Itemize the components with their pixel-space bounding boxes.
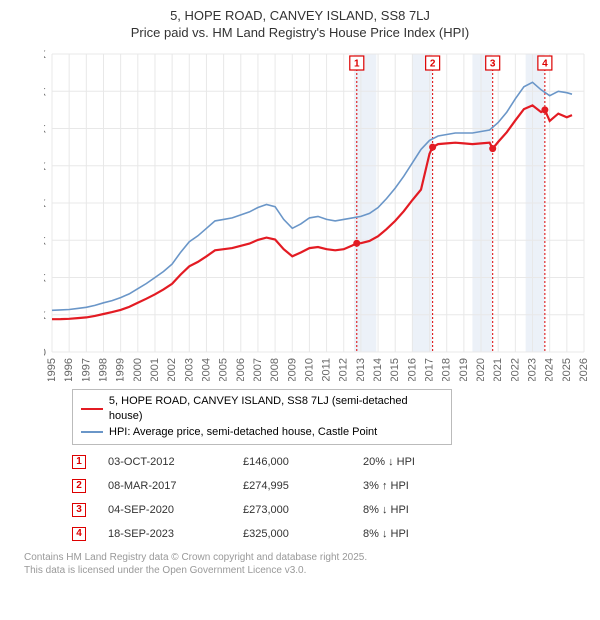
svg-text:2013: 2013: [355, 358, 367, 381]
svg-text:2017: 2017: [424, 358, 436, 381]
legend-swatch-price: [81, 408, 103, 410]
transaction-price: £325,000: [243, 528, 363, 540]
svg-text:£100K: £100K: [44, 272, 47, 284]
transaction-diff: 8% ↓ HPI: [363, 504, 409, 516]
svg-text:2022: 2022: [509, 358, 521, 381]
svg-text:1997: 1997: [80, 358, 92, 381]
legend-label-hpi: HPI: Average price, semi-detached house,…: [109, 425, 377, 440]
transaction-date: 08-MAR-2017: [108, 480, 243, 492]
legend: 5, HOPE ROAD, CANVEY ISLAND, SS8 7LJ (se…: [72, 389, 452, 445]
svg-text:2019: 2019: [458, 358, 470, 381]
transaction-row: 4 18-SEP-2023£325,0008% ↓ HPI: [72, 527, 588, 541]
svg-text:2007: 2007: [252, 358, 264, 381]
transaction-diff: 20% ↓ HPI: [363, 456, 415, 468]
svg-text:2025: 2025: [561, 358, 573, 381]
svg-text:£250K: £250K: [44, 161, 47, 173]
svg-text:1996: 1996: [63, 358, 75, 381]
title-line-2: Price paid vs. HM Land Registry's House …: [131, 25, 469, 40]
svg-text:2010: 2010: [303, 358, 315, 381]
svg-text:2014: 2014: [372, 358, 384, 381]
transaction-price: £273,000: [243, 504, 363, 516]
transaction-price: £146,000: [243, 456, 363, 468]
transaction-date: 18-SEP-2023: [108, 528, 243, 540]
svg-text:2000: 2000: [132, 358, 144, 381]
footer-line-1: Contains HM Land Registry data © Crown c…: [24, 552, 367, 563]
transaction-row: 3 04-SEP-2020£273,0008% ↓ HPI: [72, 503, 588, 517]
svg-text:£200K: £200K: [44, 198, 47, 210]
svg-text:2008: 2008: [269, 358, 281, 381]
svg-text:£0: £0: [44, 347, 46, 359]
transaction-marker: 2: [72, 479, 86, 493]
transaction-marker: 4: [72, 527, 86, 541]
svg-text:2001: 2001: [149, 358, 161, 381]
svg-text:£350K: £350K: [44, 86, 47, 98]
svg-text:£50K: £50K: [44, 310, 47, 322]
transaction-marker: 1: [72, 455, 86, 469]
transaction-price: £274,995: [243, 480, 363, 492]
svg-text:£400K: £400K: [44, 49, 47, 61]
svg-text:4: 4: [542, 58, 548, 69]
svg-text:2004: 2004: [200, 358, 212, 381]
svg-text:2009: 2009: [286, 358, 298, 381]
svg-text:1999: 1999: [115, 358, 127, 381]
legend-row-price: 5, HOPE ROAD, CANVEY ISLAND, SS8 7LJ (se…: [81, 394, 443, 425]
svg-text:1: 1: [354, 58, 360, 69]
svg-text:2006: 2006: [235, 358, 247, 381]
svg-text:2003: 2003: [183, 358, 195, 381]
svg-text:2002: 2002: [166, 358, 178, 381]
footer-line-2: This data is licensed under the Open Gov…: [24, 565, 306, 576]
svg-text:2023: 2023: [527, 358, 539, 381]
transaction-date: 03-OCT-2012: [108, 456, 243, 468]
transaction-row: 2 08-MAR-2017£274,9953% ↑ HPI: [72, 479, 588, 493]
svg-text:£150K: £150K: [44, 235, 47, 247]
chart-container: 5, HOPE ROAD, CANVEY ISLAND, SS8 7LJ Pri…: [0, 0, 600, 581]
footer: Contains HM Land Registry data © Crown c…: [24, 551, 588, 577]
svg-text:2016: 2016: [406, 358, 418, 381]
svg-text:3: 3: [490, 58, 496, 69]
svg-text:£300K: £300K: [44, 123, 47, 135]
svg-text:2: 2: [430, 58, 436, 69]
chart-area: £0 £50K £100K £150K £200K £250K £300K £350K £400…: [44, 46, 580, 381]
svg-text:2015: 2015: [389, 358, 401, 381]
transaction-diff: 3% ↑ HPI: [363, 480, 409, 492]
svg-text:2005: 2005: [218, 358, 230, 381]
svg-text:2012: 2012: [338, 358, 350, 381]
svg-text:1995: 1995: [46, 358, 58, 381]
transaction-date: 04-SEP-2020: [108, 504, 243, 516]
svg-text:2011: 2011: [321, 358, 333, 381]
svg-text:2020: 2020: [475, 358, 487, 381]
svg-text:2024: 2024: [544, 358, 556, 381]
legend-row-hpi: HPI: Average price, semi-detached house,…: [81, 425, 443, 440]
transaction-diff: 8% ↓ HPI: [363, 528, 409, 540]
chart-title: 5, HOPE ROAD, CANVEY ISLAND, SS8 7LJ Pri…: [12, 8, 588, 42]
svg-text:2021: 2021: [492, 358, 504, 381]
legend-swatch-hpi: [81, 431, 103, 433]
title-line-1: 5, HOPE ROAD, CANVEY ISLAND, SS8 7LJ: [170, 8, 430, 23]
svg-text:2018: 2018: [441, 358, 453, 381]
svg-text:2026: 2026: [578, 358, 590, 381]
transaction-table: 1 03-OCT-2012£146,00020% ↓ HPI 2 08-MAR-201…: [72, 455, 588, 541]
svg-text:1998: 1998: [97, 358, 109, 381]
line-chart-svg: £0 £50K £100K £150K £200K £250K £300K £350K £400…: [44, 46, 592, 381]
transaction-marker: 3: [72, 503, 86, 517]
legend-label-price: 5, HOPE ROAD, CANVEY ISLAND, SS8 7LJ (se…: [109, 394, 443, 425]
transaction-row: 1 03-OCT-2012£146,00020% ↓ HPI: [72, 455, 588, 469]
